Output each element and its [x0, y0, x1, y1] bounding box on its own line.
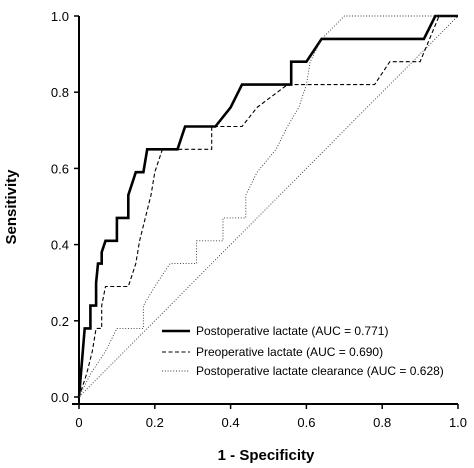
reference-diagonal [78, 15, 459, 398]
x-tick-label: 0 [75, 415, 82, 430]
x-axis-title: 1 - Specificity [218, 447, 315, 464]
x-tick-label: 1.0 [449, 415, 467, 430]
y-tick-label: 0.2 [51, 314, 69, 329]
x-axis-ticks: 0 0.2 0.4 0.6 0.8 1.0 [75, 404, 467, 430]
x-tick-label: 0.8 [373, 415, 391, 430]
y-tick-label: 1.0 [51, 9, 69, 24]
y-tick-label: 0.4 [51, 238, 69, 253]
series-line-3 [78, 15, 458, 398]
x-tick-label: 0.2 [146, 415, 164, 430]
y-axis-ticks: 0.0 0.2 0.4 0.6 0.8 1.0 [51, 9, 79, 405]
series-line-1 [77, 14, 458, 398]
series-lines [77, 14, 458, 398]
legend: Postoperative lactate (AUC = 0.771) Preop… [162, 324, 444, 378]
legend-label: Postoperative lactate clearance (AUC = 0… [196, 364, 444, 378]
legend-label: Preoperative lactate (AUC = 0.690) [196, 345, 383, 359]
y-tick-label: 0.6 [51, 161, 69, 176]
legend-label: Postoperative lactate (AUC = 0.771) [196, 324, 388, 338]
x-tick-label: 0.6 [297, 415, 315, 430]
x-tick-label: 0.4 [222, 415, 240, 430]
y-axis-title: Sensitivity [3, 169, 20, 245]
reference-diagonal-line [78, 15, 459, 398]
y-tick-label: 0.0 [51, 390, 69, 405]
series-line-2 [78, 15, 458, 398]
axes [72, 16, 458, 405]
y-tick-label: 0.8 [51, 85, 69, 100]
